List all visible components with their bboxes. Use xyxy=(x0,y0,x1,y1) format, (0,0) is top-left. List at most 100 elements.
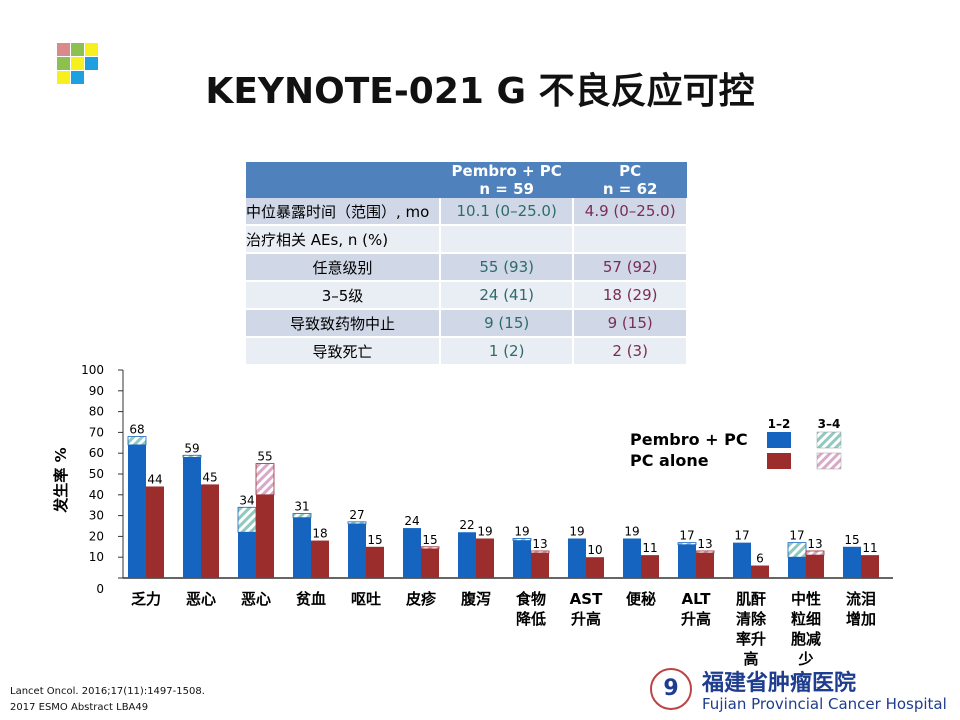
legend-grade-label: 1–2 xyxy=(768,417,791,431)
data-label: 15 xyxy=(422,533,437,547)
table-header-row: Pembro + PC n = 59 PC n = 62 xyxy=(246,162,687,198)
bar-grade34 xyxy=(805,550,825,556)
x-tick-label: ALT xyxy=(682,590,712,608)
hospital-name-cn: 福建省肿瘤医院 xyxy=(702,670,857,696)
bar-grade12 xyxy=(421,548,439,578)
bar-grade12 xyxy=(678,544,696,578)
table-row: 治疗相关 AEs, n (%) xyxy=(246,225,688,254)
y-tick-label: 50 xyxy=(89,467,104,481)
data-label: 13 xyxy=(697,537,712,551)
bar-grade12 xyxy=(788,557,806,578)
bar-grade34 xyxy=(127,436,147,446)
slide-logo xyxy=(57,43,99,85)
ae-summary-table: Pembro + PC n = 59 PC n = 62 中位暴露时间（范围）, m… xyxy=(246,162,688,366)
data-label: 17 xyxy=(734,529,749,543)
x-tick-label: 腹泻 xyxy=(461,590,491,608)
data-label: 13 xyxy=(807,537,822,551)
bar-grade34 xyxy=(347,521,367,525)
cell xyxy=(440,225,575,254)
y-axis-label: 发生率 % xyxy=(52,447,70,513)
data-label: 10 xyxy=(587,543,602,557)
legend-label: PC alone xyxy=(630,451,709,470)
row-label: 中位暴露时间（范围）, mo xyxy=(246,198,441,226)
cell: 2 (3) xyxy=(573,337,688,366)
row-label: 3–5级 xyxy=(246,281,441,310)
x-tick-label: 升高 xyxy=(571,610,601,628)
data-label: 15 xyxy=(367,533,382,547)
logo-square xyxy=(57,43,70,56)
legend-grade-label: 3–4 xyxy=(818,417,841,431)
bar-grade12 xyxy=(458,532,476,578)
bar-grade12 xyxy=(586,557,604,578)
bar-grade12 xyxy=(348,523,366,578)
table-row: 导致致药物中止 9 (15) 9 (15) xyxy=(246,309,688,338)
data-label: 13 xyxy=(532,537,547,551)
x-tick-label: 胞减 xyxy=(790,630,821,648)
data-label: 15 xyxy=(844,533,859,547)
data-label: 31 xyxy=(294,500,309,514)
y-tick-label: 100 xyxy=(81,363,104,377)
data-label: 18 xyxy=(312,527,327,541)
x-tick-label: 流泪 xyxy=(846,590,876,608)
bar-grade12 xyxy=(623,538,641,578)
hospital-name-en: Fujian Provincial Cancer Hospital xyxy=(702,695,947,713)
bar-grade12 xyxy=(293,517,311,578)
logo-square xyxy=(71,71,84,84)
x-tick-label: 恶心 xyxy=(186,590,216,608)
header-empty xyxy=(246,162,440,198)
bar-grade12 xyxy=(513,540,531,578)
data-label: 55 xyxy=(257,450,272,464)
x-tick-label: 高 xyxy=(743,650,758,668)
bar-grade12 xyxy=(641,555,659,578)
data-label: 44 xyxy=(147,472,162,486)
y-tick-label: 80 xyxy=(89,405,104,419)
header-pc: PC n = 62 xyxy=(573,162,687,198)
data-label: 19 xyxy=(624,524,639,538)
data-label: 17 xyxy=(679,529,694,543)
data-label: 6 xyxy=(756,552,764,566)
bar-grade12 xyxy=(751,565,769,578)
data-label: 11 xyxy=(642,541,657,555)
bar-grade12 xyxy=(201,484,219,578)
slide-title: KEYNOTE-021 G 不良反应可控 xyxy=(205,71,755,112)
logo-square xyxy=(57,57,70,70)
bar-grade12 xyxy=(256,494,274,578)
reference-1: Lancet Oncol. 2016;17(11):1497-1508. xyxy=(10,686,205,697)
cell: 4.9 (0–25.0) xyxy=(573,198,688,226)
x-tick-label: 便秘 xyxy=(626,590,656,608)
y-tick-label: 30 xyxy=(89,509,104,523)
x-tick-label: 粒细 xyxy=(791,610,821,628)
data-label: 24 xyxy=(404,514,419,528)
bar-grade12 xyxy=(238,532,256,578)
data-label: 19 xyxy=(477,524,492,538)
bar-grade34 xyxy=(182,454,202,458)
hospital-seal-icon: 9 xyxy=(650,668,692,710)
bar-grade12 xyxy=(568,538,586,578)
row-label: 导致死亡 xyxy=(246,337,441,366)
cell: 9 (15) xyxy=(440,309,575,338)
bar-grade12 xyxy=(861,555,879,578)
bar-grade12 xyxy=(128,444,146,578)
bar-grade34 xyxy=(530,550,550,554)
data-label: 19 xyxy=(569,524,584,538)
x-tick-label: 增加 xyxy=(846,610,876,628)
legend-swatch-grade34 xyxy=(816,431,842,449)
legend-swatch-grade34 xyxy=(816,452,842,470)
data-label: 34 xyxy=(239,493,254,507)
bar-grade34 xyxy=(237,506,257,533)
cell: 24 (41) xyxy=(440,281,575,310)
header-pembro: Pembro + PC n = 59 xyxy=(440,162,574,198)
cell: 9 (15) xyxy=(573,309,688,338)
bar-grade12 xyxy=(476,538,494,578)
table-row: 任意级别 55 (93) 57 (92) xyxy=(246,253,688,282)
logo-square xyxy=(71,57,84,70)
cell: 55 (93) xyxy=(440,253,575,282)
bar-grade34 xyxy=(695,550,715,554)
x-tick-label: 升高 xyxy=(681,610,711,628)
x-tick-label: 降低 xyxy=(516,610,546,628)
table-row: 中位暴露时间（范围）, mo 10.1 (0–25.0) 4.9 (0–25.0) xyxy=(246,198,688,226)
cell xyxy=(573,225,688,254)
y-tick-label: 40 xyxy=(89,488,104,502)
bar-grade12 xyxy=(843,546,861,578)
